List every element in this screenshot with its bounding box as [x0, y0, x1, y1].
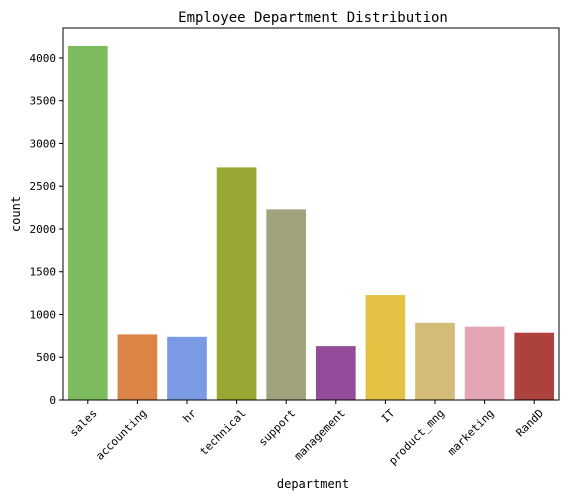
- y-tick-label-2000: 2000: [30, 223, 57, 236]
- bar-technical: [216, 167, 257, 400]
- x-tick-label-support: support: [256, 407, 298, 449]
- bar-management: [315, 346, 356, 400]
- x-tick-label-accounting: accounting: [93, 407, 149, 463]
- bar-marketing: [464, 326, 505, 400]
- x-tick-label-sales: sales: [67, 407, 100, 440]
- y-tick-label-0: 0: [49, 394, 56, 407]
- bars-group: [67, 45, 555, 401]
- y-tick-label-4000: 4000: [30, 52, 57, 65]
- y-axis-label: count: [9, 196, 23, 232]
- bar-IT: [365, 295, 406, 400]
- bar-accounting: [117, 334, 158, 400]
- x-tick-label-RandD: RandD: [514, 407, 547, 440]
- y-tick-label-2500: 2500: [30, 180, 57, 193]
- x-tick-label-management: management: [292, 407, 348, 463]
- y-tick-label-3000: 3000: [30, 137, 57, 150]
- x-tick-label-marketing: marketing: [445, 407, 496, 458]
- y-axis: 0 500 1000 1500 2000 2500 3000 3500 4000: [30, 52, 63, 407]
- x-tick-label-IT: IT: [379, 406, 398, 425]
- bar-sales: [67, 45, 108, 401]
- y-tick-label-1500: 1500: [30, 266, 57, 279]
- y-tick-label-3500: 3500: [30, 95, 57, 108]
- y-tick-label-500: 500: [36, 351, 56, 364]
- x-axis-label: department: [277, 477, 349, 491]
- bar-product_mng: [415, 322, 455, 400]
- chart-title: Employee Department Distribution: [178, 10, 448, 26]
- y-tick-label-1000: 1000: [30, 308, 57, 321]
- plot-frame: [62, 27, 560, 401]
- bar-hr: [167, 336, 207, 400]
- bar-support: [266, 209, 307, 400]
- bar-RandD: [514, 332, 555, 400]
- x-tick-label-technical: technical: [197, 407, 248, 458]
- x-tick-label-hr: hr: [180, 406, 199, 425]
